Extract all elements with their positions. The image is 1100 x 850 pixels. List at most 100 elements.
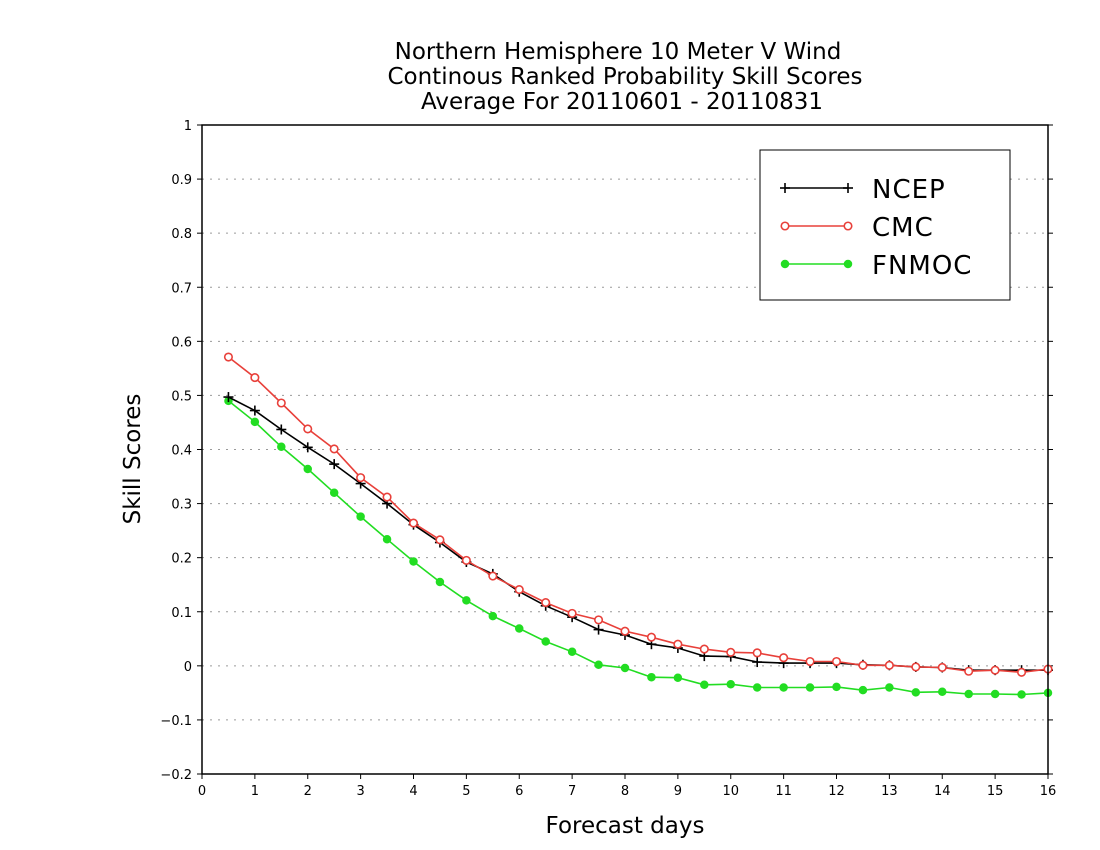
data-point-cmc: [461, 555, 471, 565]
data-point-cmc: [356, 473, 366, 483]
data-point-cmc: [990, 665, 1000, 675]
cmc-point-marker: [276, 398, 286, 408]
data-point-cmc: [223, 352, 233, 362]
data-point-cmc: [541, 598, 551, 608]
data-point-cmc: [699, 644, 709, 654]
fnmoc-point-marker: [329, 488, 339, 498]
data-point-cmc: [673, 639, 683, 649]
cmc-point-marker: [620, 626, 630, 636]
data-point-fnmoc: [673, 673, 683, 682]
data-point-fnmoc: [938, 687, 947, 697]
x-tick-label: 1: [251, 784, 259, 799]
y-tick-label: −0.2: [160, 768, 192, 783]
cmc-point-marker: [382, 492, 392, 502]
cmc-point-marker: [408, 518, 419, 528]
data-point-fnmoc: [752, 683, 762, 692]
cmc-point-marker: [646, 632, 656, 642]
y-tick-label: 0.8: [171, 227, 192, 242]
data-point-cmc: [911, 662, 921, 672]
y-tick-label: 1: [184, 119, 192, 134]
data-point-cmc: [937, 662, 947, 673]
cmc-point-marker: [541, 598, 551, 608]
plot-frame: [201, 124, 1049, 775]
data-point-ncep: [223, 392, 234, 403]
cmc-point-marker: [843, 221, 853, 231]
x-tick-label: 4: [409, 784, 417, 799]
data-point-cmc: [382, 492, 392, 502]
data-point-fnmoc: [1017, 690, 1026, 699]
cmc-point-marker: [911, 662, 921, 672]
cmc-point-marker: [805, 656, 815, 667]
fnmoc-point-marker: [1017, 690, 1026, 699]
cmc-point-marker: [329, 444, 339, 454]
cmc-point-marker: [514, 585, 524, 595]
series-fnmoc: [224, 396, 1053, 699]
fnmoc-point-marker: [541, 637, 550, 646]
data-point-cmc: [858, 660, 868, 670]
chart-title: Northern Hemisphere 10 Meter V Wind Cont…: [387, 39, 862, 115]
cmc-point-marker: [250, 373, 260, 383]
fnmoc-point-marker: [567, 647, 577, 657]
chart-title-line-3: Average For 20110601 - 20110831: [421, 89, 823, 115]
series-layer: [223, 352, 1053, 699]
cmc-point-marker: [779, 653, 789, 663]
fnmoc-point-marker: [382, 535, 392, 544]
fnmoc-point-marker: [356, 512, 365, 521]
fnmoc-point-marker: [594, 660, 603, 670]
cmc-point-marker: [726, 647, 736, 657]
cmc-point-marker: [884, 660, 894, 670]
fnmoc-point-marker: [805, 683, 815, 692]
data-point-fnmoc: [647, 672, 656, 682]
fnmoc-point-marker: [885, 683, 894, 692]
fnmoc-point-marker: [832, 682, 841, 692]
cmc-point-marker: [461, 555, 471, 565]
data-point-ncep: [329, 459, 340, 470]
fnmoc-point-marker: [277, 442, 286, 452]
data-point-fnmoc: [382, 535, 392, 544]
data-point-cmc: [567, 608, 577, 618]
y-tick-label: 0.5: [171, 389, 192, 404]
cmc-point-marker: [673, 639, 683, 649]
data-point-fnmoc: [250, 417, 260, 427]
data-point-ncep: [276, 424, 287, 435]
x-tick-label: 9: [674, 784, 682, 799]
data-point-cmc: [408, 518, 419, 528]
x-tick-label: 13: [881, 784, 898, 799]
data-point-cmc: [488, 571, 498, 581]
data-point-cmc: [276, 398, 286, 408]
y-tick-label: 0.3: [171, 498, 192, 513]
cmc-point-marker: [699, 644, 709, 654]
data-point-fnmoc: [805, 683, 815, 692]
cmc-point-marker: [964, 666, 974, 676]
legend-item-fnmoc: FNMOC: [780, 251, 972, 281]
fnmoc-point-marker: [726, 679, 735, 689]
cmc-point-marker: [488, 571, 498, 581]
data-point-ncep: [593, 624, 604, 635]
y-tick-label: 0.6: [171, 335, 192, 350]
x-tick-label: 2: [304, 784, 312, 799]
fnmoc-point-marker: [700, 680, 709, 690]
data-point-cmc: [1017, 667, 1027, 677]
fnmoc-point-marker: [779, 683, 788, 692]
fnmoc-point-marker: [303, 464, 312, 474]
cmc-point-marker: [223, 352, 233, 362]
data-point-fnmoc: [356, 512, 365, 521]
data-point-cmc: [514, 585, 524, 595]
cmc-point-marker: [752, 648, 762, 658]
cmc-point-marker: [858, 660, 868, 670]
legend-label: FNMOC: [872, 251, 972, 281]
x-tick-label: 7: [568, 784, 576, 799]
cmc-point-marker: [1017, 667, 1027, 677]
x-tick-labels: 0 1 2 3 4 5 6 7 8 9 10 11 12 13 14 15 16: [198, 784, 1056, 799]
data-point-fnmoc: [858, 685, 868, 695]
cmc-point-marker: [356, 473, 366, 483]
series-line-cmc: [227, 356, 1049, 674]
data-point-cmc: [805, 656, 815, 667]
data-point-cmc: [646, 632, 656, 642]
data-point-fnmoc: [303, 464, 312, 474]
y-tick-label: 0.9: [171, 173, 192, 188]
x-tick-label: 16: [1040, 784, 1057, 799]
fnmoc-point-marker: [620, 663, 630, 673]
fnmoc-point-marker: [938, 687, 947, 697]
cmc-point-marker: [937, 662, 947, 673]
